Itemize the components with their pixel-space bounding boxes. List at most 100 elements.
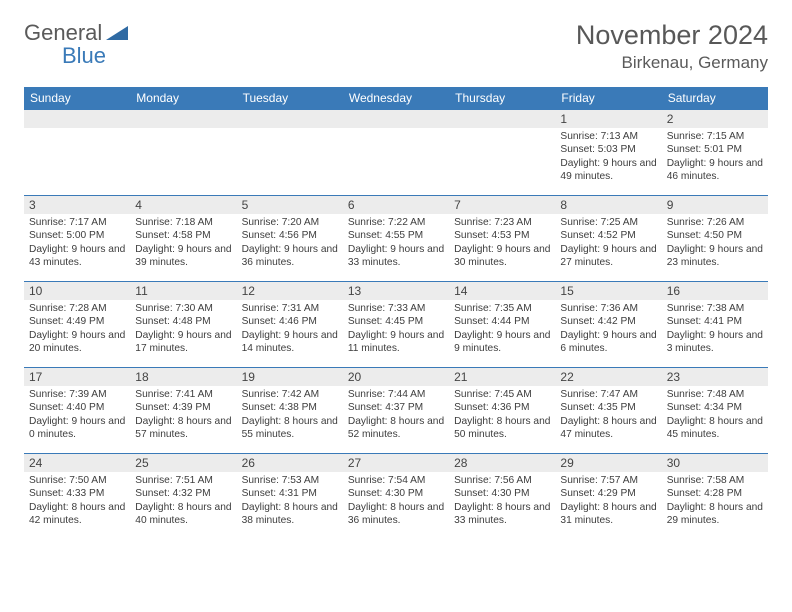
calendar-day-cell: 3Sunrise: 7:17 AMSunset: 5:00 PMDaylight… (24, 196, 130, 282)
calendar-day-cell (237, 110, 343, 196)
calendar-day-cell: 9Sunrise: 7:26 AMSunset: 4:50 PMDaylight… (662, 196, 768, 282)
calendar-day-cell (343, 110, 449, 196)
calendar-day-cell (24, 110, 130, 196)
day-content: Sunrise: 7:58 AMSunset: 4:28 PMDaylight:… (662, 472, 768, 531)
day-number: 13 (343, 282, 449, 300)
day-number: 29 (555, 454, 661, 472)
day-number: 30 (662, 454, 768, 472)
day-content: Sunrise: 7:33 AMSunset: 4:45 PMDaylight:… (343, 300, 449, 359)
calendar-day-cell: 14Sunrise: 7:35 AMSunset: 4:44 PMDayligh… (449, 282, 555, 368)
calendar-day-cell: 22Sunrise: 7:47 AMSunset: 4:35 PMDayligh… (555, 368, 661, 454)
month-title: November 2024 (576, 20, 768, 51)
day-number: 10 (24, 282, 130, 300)
day-content: Sunrise: 7:50 AMSunset: 4:33 PMDaylight:… (24, 472, 130, 531)
calendar-day-cell: 28Sunrise: 7:56 AMSunset: 4:30 PMDayligh… (449, 454, 555, 540)
calendar-day-cell: 16Sunrise: 7:38 AMSunset: 4:41 PMDayligh… (662, 282, 768, 368)
day-number: 27 (343, 454, 449, 472)
calendar-table: SundayMondayTuesdayWednesdayThursdayFrid… (24, 87, 768, 540)
logo-triangle-icon (106, 20, 128, 46)
day-content: Sunrise: 7:20 AMSunset: 4:56 PMDaylight:… (237, 214, 343, 273)
weekday-header-cell: Friday (555, 87, 661, 110)
calendar-day-cell: 6Sunrise: 7:22 AMSunset: 4:55 PMDaylight… (343, 196, 449, 282)
day-number: 8 (555, 196, 661, 214)
day-number (449, 110, 555, 128)
day-content: Sunrise: 7:31 AMSunset: 4:46 PMDaylight:… (237, 300, 343, 359)
day-content: Sunrise: 7:28 AMSunset: 4:49 PMDaylight:… (24, 300, 130, 359)
day-content (237, 128, 343, 168)
day-number: 7 (449, 196, 555, 214)
logo-text-2: Blue (62, 43, 106, 69)
calendar-day-cell: 5Sunrise: 7:20 AMSunset: 4:56 PMDaylight… (237, 196, 343, 282)
calendar-day-cell: 15Sunrise: 7:36 AMSunset: 4:42 PMDayligh… (555, 282, 661, 368)
calendar-day-cell: 10Sunrise: 7:28 AMSunset: 4:49 PMDayligh… (24, 282, 130, 368)
calendar-day-cell: 21Sunrise: 7:45 AMSunset: 4:36 PMDayligh… (449, 368, 555, 454)
day-number (130, 110, 236, 128)
calendar-week-row: 24Sunrise: 7:50 AMSunset: 4:33 PMDayligh… (24, 454, 768, 540)
calendar-week-row: 17Sunrise: 7:39 AMSunset: 4:40 PMDayligh… (24, 368, 768, 454)
calendar-day-cell: 27Sunrise: 7:54 AMSunset: 4:30 PMDayligh… (343, 454, 449, 540)
day-number (237, 110, 343, 128)
day-content: Sunrise: 7:23 AMSunset: 4:53 PMDaylight:… (449, 214, 555, 273)
day-number: 3 (24, 196, 130, 214)
day-content: Sunrise: 7:56 AMSunset: 4:30 PMDaylight:… (449, 472, 555, 531)
day-content: Sunrise: 7:30 AMSunset: 4:48 PMDaylight:… (130, 300, 236, 359)
calendar-day-cell: 12Sunrise: 7:31 AMSunset: 4:46 PMDayligh… (237, 282, 343, 368)
location: Birkenau, Germany (576, 53, 768, 73)
day-content: Sunrise: 7:18 AMSunset: 4:58 PMDaylight:… (130, 214, 236, 273)
day-content: Sunrise: 7:47 AMSunset: 4:35 PMDaylight:… (555, 386, 661, 445)
day-content: Sunrise: 7:57 AMSunset: 4:29 PMDaylight:… (555, 472, 661, 531)
calendar-day-cell: 20Sunrise: 7:44 AMSunset: 4:37 PMDayligh… (343, 368, 449, 454)
day-content: Sunrise: 7:13 AMSunset: 5:03 PMDaylight:… (555, 128, 661, 187)
day-number: 15 (555, 282, 661, 300)
day-number: 5 (237, 196, 343, 214)
weekday-header-cell: Wednesday (343, 87, 449, 110)
day-number: 25 (130, 454, 236, 472)
day-number: 26 (237, 454, 343, 472)
calendar-day-cell: 11Sunrise: 7:30 AMSunset: 4:48 PMDayligh… (130, 282, 236, 368)
day-number: 12 (237, 282, 343, 300)
day-number: 16 (662, 282, 768, 300)
calendar-day-cell: 13Sunrise: 7:33 AMSunset: 4:45 PMDayligh… (343, 282, 449, 368)
day-content: Sunrise: 7:36 AMSunset: 4:42 PMDaylight:… (555, 300, 661, 359)
day-content (449, 128, 555, 168)
day-number: 24 (24, 454, 130, 472)
calendar-week-row: 1Sunrise: 7:13 AMSunset: 5:03 PMDaylight… (24, 110, 768, 196)
calendar-week-row: 3Sunrise: 7:17 AMSunset: 5:00 PMDaylight… (24, 196, 768, 282)
day-content: Sunrise: 7:41 AMSunset: 4:39 PMDaylight:… (130, 386, 236, 445)
day-number: 1 (555, 110, 661, 128)
weekday-header-cell: Saturday (662, 87, 768, 110)
day-content: Sunrise: 7:42 AMSunset: 4:38 PMDaylight:… (237, 386, 343, 445)
day-content: Sunrise: 7:51 AMSunset: 4:32 PMDaylight:… (130, 472, 236, 531)
day-content: Sunrise: 7:35 AMSunset: 4:44 PMDaylight:… (449, 300, 555, 359)
day-content: Sunrise: 7:17 AMSunset: 5:00 PMDaylight:… (24, 214, 130, 273)
calendar-day-cell: 4Sunrise: 7:18 AMSunset: 4:58 PMDaylight… (130, 196, 236, 282)
day-content: Sunrise: 7:44 AMSunset: 4:37 PMDaylight:… (343, 386, 449, 445)
calendar-day-cell: 23Sunrise: 7:48 AMSunset: 4:34 PMDayligh… (662, 368, 768, 454)
weekday-header-cell: Sunday (24, 87, 130, 110)
day-content: Sunrise: 7:38 AMSunset: 4:41 PMDaylight:… (662, 300, 768, 359)
day-content (343, 128, 449, 168)
day-number: 4 (130, 196, 236, 214)
calendar-day-cell: 2Sunrise: 7:15 AMSunset: 5:01 PMDaylight… (662, 110, 768, 196)
day-number: 21 (449, 368, 555, 386)
day-content: Sunrise: 7:22 AMSunset: 4:55 PMDaylight:… (343, 214, 449, 273)
calendar-day-cell: 24Sunrise: 7:50 AMSunset: 4:33 PMDayligh… (24, 454, 130, 540)
day-content: Sunrise: 7:26 AMSunset: 4:50 PMDaylight:… (662, 214, 768, 273)
day-content (24, 128, 130, 168)
calendar-day-cell: 18Sunrise: 7:41 AMSunset: 4:39 PMDayligh… (130, 368, 236, 454)
calendar-day-cell: 19Sunrise: 7:42 AMSunset: 4:38 PMDayligh… (237, 368, 343, 454)
title-block: November 2024 Birkenau, Germany (576, 20, 768, 73)
day-number: 22 (555, 368, 661, 386)
weekday-header-cell: Monday (130, 87, 236, 110)
calendar-day-cell: 8Sunrise: 7:25 AMSunset: 4:52 PMDaylight… (555, 196, 661, 282)
day-number: 9 (662, 196, 768, 214)
day-number: 11 (130, 282, 236, 300)
calendar-day-cell: 7Sunrise: 7:23 AMSunset: 4:53 PMDaylight… (449, 196, 555, 282)
day-content: Sunrise: 7:39 AMSunset: 4:40 PMDaylight:… (24, 386, 130, 445)
calendar-day-cell: 29Sunrise: 7:57 AMSunset: 4:29 PMDayligh… (555, 454, 661, 540)
day-content: Sunrise: 7:48 AMSunset: 4:34 PMDaylight:… (662, 386, 768, 445)
day-number: 14 (449, 282, 555, 300)
day-content: Sunrise: 7:53 AMSunset: 4:31 PMDaylight:… (237, 472, 343, 531)
calendar-body: 1Sunrise: 7:13 AMSunset: 5:03 PMDaylight… (24, 110, 768, 540)
calendar-day-cell: 25Sunrise: 7:51 AMSunset: 4:32 PMDayligh… (130, 454, 236, 540)
